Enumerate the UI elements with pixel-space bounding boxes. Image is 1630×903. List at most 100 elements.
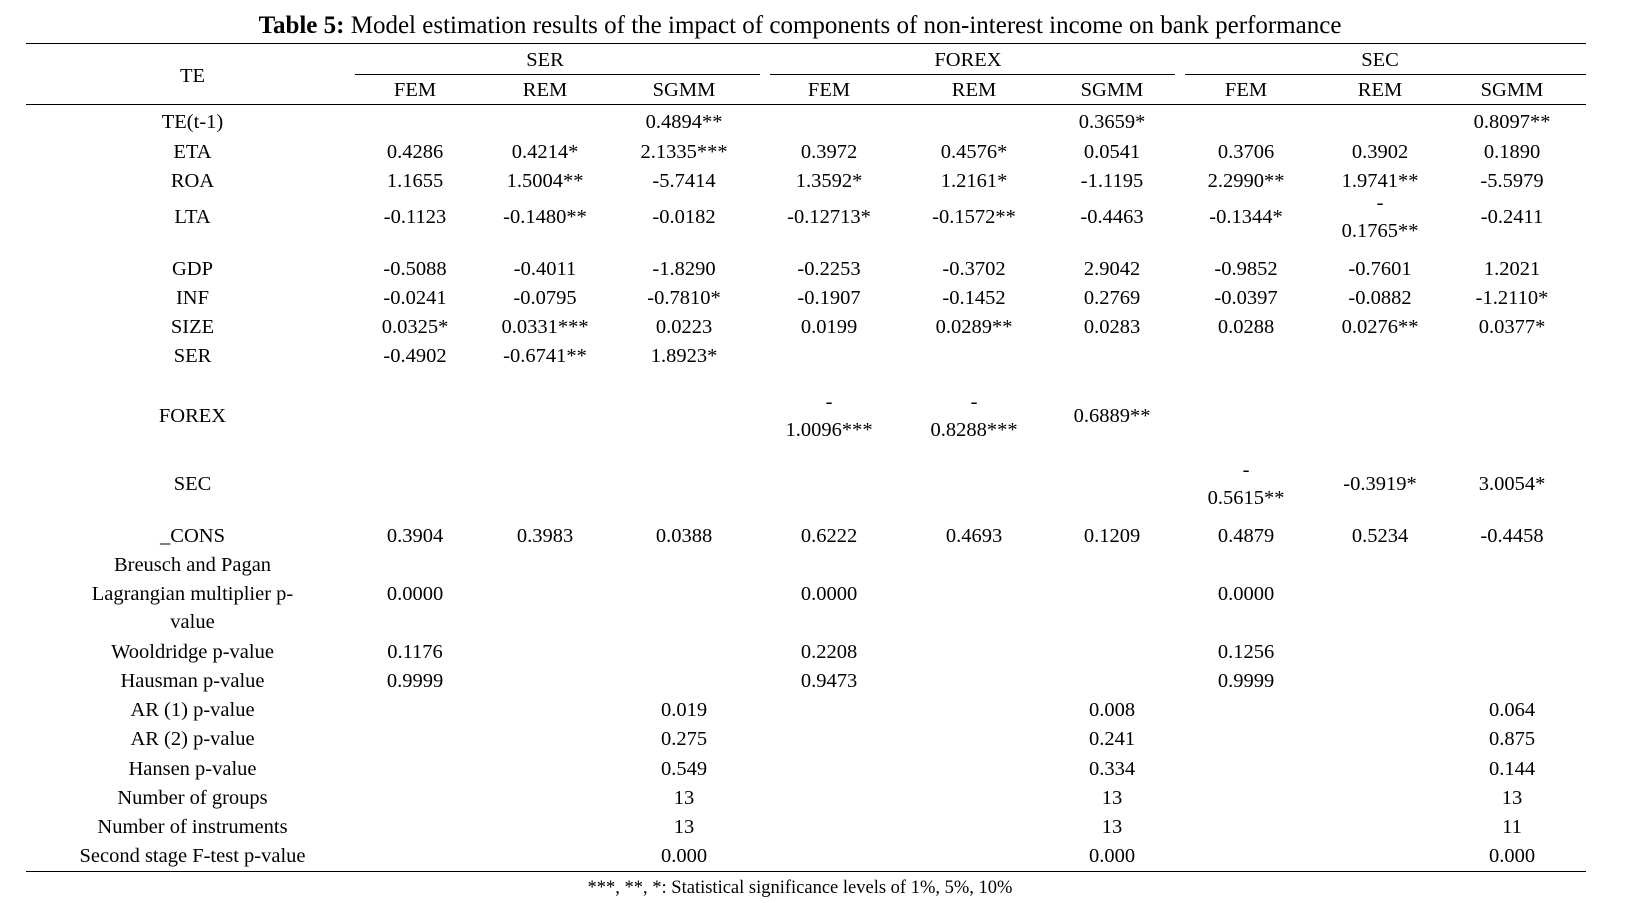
- table-cell: 1.2021: [1483, 258, 1541, 280]
- row-label: ROA: [170, 170, 215, 192]
- row-label: SIZE: [170, 316, 215, 338]
- table-cell: 0.3904: [386, 525, 444, 547]
- table-cell: 1.1655: [386, 170, 444, 192]
- group-underline-ser: [355, 74, 760, 75]
- group-header-forex: FOREX: [934, 49, 1002, 71]
- row-label: SEC: [173, 473, 212, 495]
- table-cell: -0.1123: [383, 206, 447, 228]
- table-cell: -0.3919*: [1343, 473, 1417, 495]
- table-cell: 1.3592*: [795, 170, 863, 192]
- table-cell: -0.0397: [1214, 287, 1278, 309]
- table-cell: 0.4576*: [940, 141, 1008, 163]
- group-header-sec: SEC: [1361, 49, 1399, 71]
- table-cell: -0.1344*: [1209, 206, 1283, 228]
- table-cell: 0.4693: [945, 525, 1003, 547]
- table-cell: 0.334: [1088, 758, 1136, 780]
- table-cell: 0.008: [1088, 699, 1136, 721]
- table-cell: 0.4879: [1217, 525, 1275, 547]
- table-cell: 13: [1101, 816, 1123, 838]
- group-underline-sec: [1185, 74, 1586, 75]
- table-cell: 0.4894**: [645, 111, 723, 133]
- subcol-header: FEM: [1224, 79, 1268, 101]
- row-label: Wooldridge p-value: [111, 641, 274, 663]
- table-cell: -0.1907: [797, 287, 861, 309]
- table-cell: 13: [673, 816, 695, 838]
- table-cell: 1.9741**: [1341, 170, 1419, 192]
- table-cell: -0.12713*: [787, 206, 871, 228]
- table-cell: -0.1452: [942, 287, 1006, 309]
- table-cell: -0.0882: [1348, 287, 1412, 309]
- table-cell: -5.5979: [1480, 170, 1544, 192]
- table-cell: 0.275: [660, 728, 708, 750]
- row-label: FOREX: [158, 405, 227, 427]
- table-cell: -0.2411: [1480, 206, 1544, 228]
- table-cell: 0.000: [660, 845, 708, 867]
- table-cell: 0.6222: [800, 525, 858, 547]
- header-rule: [26, 104, 1586, 106]
- row-label: Second stage F-test p-value: [79, 845, 306, 867]
- table-cell: 0.064: [1488, 699, 1536, 721]
- bottom-rule: [26, 871, 1586, 873]
- table-cell: 0.549: [660, 758, 708, 780]
- table-cell: 0.6889**: [1073, 405, 1151, 427]
- table-cell: 0.1256: [1217, 641, 1275, 663]
- te-header: TE: [179, 65, 206, 87]
- table-cell: 1.2161*: [940, 170, 1008, 192]
- table-cell: 0.0000: [1217, 583, 1275, 605]
- table-cell: 0.1209: [1083, 525, 1141, 547]
- group-underline-forex: [770, 74, 1175, 75]
- row-label: Hansen p-value: [128, 758, 257, 780]
- top-rule: [26, 43, 1586, 45]
- row-label: INF: [175, 287, 210, 309]
- subcol-header: REM: [951, 79, 997, 101]
- table-cell: 13: [1501, 787, 1523, 809]
- table-cell: 0.000: [1488, 845, 1536, 867]
- table-caption: Model estimation results of the impact o…: [344, 12, 1342, 39]
- table-cell: 13: [1101, 787, 1123, 809]
- row-label: AR (2) p-value: [130, 728, 255, 750]
- row-label: Lagrangian multiplier p- value: [91, 583, 294, 633]
- table-cell: 0.0276**: [1341, 316, 1419, 338]
- row-label: Number of instruments: [97, 816, 288, 838]
- table-cell: -0.4458: [1480, 525, 1544, 547]
- table-cell: - 0.5615**: [1207, 459, 1285, 509]
- table-cell: 0.0000: [386, 583, 444, 605]
- table-cell: 11: [1502, 816, 1522, 838]
- table-cell: -0.0795: [513, 287, 577, 309]
- row-label: TE(t-1): [161, 111, 224, 133]
- row-label: GDP: [171, 258, 213, 280]
- table-cell: 0.9999: [1217, 670, 1275, 692]
- table-cell: 0.241: [1088, 728, 1136, 750]
- table-cell: 0.9473: [800, 670, 858, 692]
- table-cell: 2.2990**: [1207, 170, 1285, 192]
- table-cell: -1.1195: [1080, 170, 1144, 192]
- subcol-header: REM: [522, 79, 568, 101]
- table-cell: -0.9852: [1214, 258, 1278, 280]
- table-title: Table 5: Model estimation results of the…: [0, 11, 1600, 41]
- table-cell: 1.8923*: [650, 345, 718, 367]
- table-cell: 0.000: [1088, 845, 1136, 867]
- row-label: _CONS: [160, 525, 225, 547]
- table-cell: 0.0283: [1083, 316, 1141, 338]
- subcol-header: SGMM: [652, 79, 716, 101]
- row-label: LTA: [174, 206, 211, 228]
- table-cell: 0.0541: [1083, 141, 1141, 163]
- table-cell: 0.0199: [800, 316, 858, 338]
- table-cell: 0.4286: [386, 141, 444, 163]
- table-cell: 0.0388: [655, 525, 713, 547]
- table-cell: -0.3702: [942, 258, 1006, 280]
- subcol-header: REM: [1357, 79, 1403, 101]
- significance-footnote: ***, **, *: Statistical significance lev…: [587, 878, 1013, 898]
- subcol-header: SGMM: [1480, 79, 1544, 101]
- table-cell: 2.1335***: [640, 141, 728, 163]
- subcol-header: SGMM: [1080, 79, 1144, 101]
- table-cell: -1.2110*: [1475, 287, 1549, 309]
- row-label: AR (1) p-value: [130, 699, 255, 721]
- table-cell: -0.7810*: [647, 287, 721, 309]
- row-label: ETA: [173, 141, 212, 163]
- table-cell: 3.0054*: [1478, 473, 1546, 495]
- table-cell: -0.4902: [383, 345, 447, 367]
- row-label: Number of groups: [117, 787, 268, 809]
- table-cell: -0.1572**: [932, 206, 1016, 228]
- table-cell: 0.5234: [1351, 525, 1409, 547]
